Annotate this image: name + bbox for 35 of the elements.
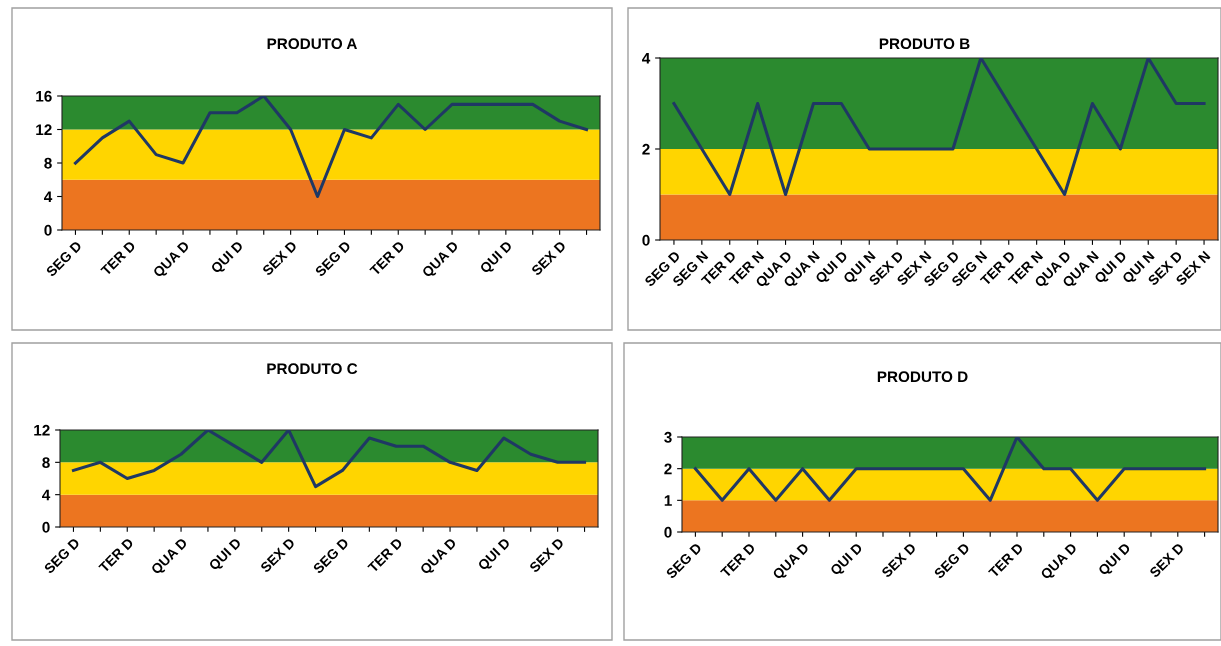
y-tick-label: 3 <box>664 431 672 443</box>
x-tick-label: QUI D <box>1097 542 1133 578</box>
chart-title: PRODUTO D <box>877 371 968 383</box>
x-tick-label: TER D <box>988 542 1024 579</box>
y-tick-label: 0 <box>44 224 52 236</box>
y-tick-label: 2 <box>664 463 672 475</box>
y-tick-label: 4 <box>44 191 53 203</box>
x-tick-label: TER D <box>98 537 134 574</box>
x-tick-label: TER D <box>367 537 403 574</box>
y-tick-label: 16 <box>36 90 52 102</box>
x-tick-label: QUI D <box>210 240 246 276</box>
y-tick-label: 12 <box>36 124 52 136</box>
y-tick-label: 2 <box>642 143 650 155</box>
x-tick-label: QUI D <box>479 240 515 276</box>
y-tick-label: 0 <box>42 521 50 533</box>
chart-title: PRODUTO C <box>267 363 358 375</box>
chart-title: PRODUTO B <box>879 38 970 50</box>
line-series <box>71 430 587 489</box>
y-tick-label: 8 <box>44 157 52 169</box>
x-tick-label: TER D <box>100 240 136 277</box>
y-tick-label: 0 <box>642 234 650 246</box>
chart-title: PRODUTO A <box>267 38 358 50</box>
y-tick-label: 8 <box>42 457 50 469</box>
line-series <box>73 96 589 199</box>
x-tick-label: TER D <box>720 542 756 579</box>
x-tick-label: QUI D <box>477 537 513 573</box>
x-tick-label: TER D <box>369 240 405 277</box>
y-tick-label: 4 <box>42 489 51 501</box>
x-tick-label: QUI D <box>208 537 244 573</box>
y-tick-label: 4 <box>642 53 651 64</box>
y-tick-label: 12 <box>34 424 50 436</box>
y-tick-label: 0 <box>664 526 672 538</box>
x-tick-label: QUI D <box>829 542 865 578</box>
y-tick-label: 1 <box>664 495 672 506</box>
line-series <box>672 58 1206 197</box>
